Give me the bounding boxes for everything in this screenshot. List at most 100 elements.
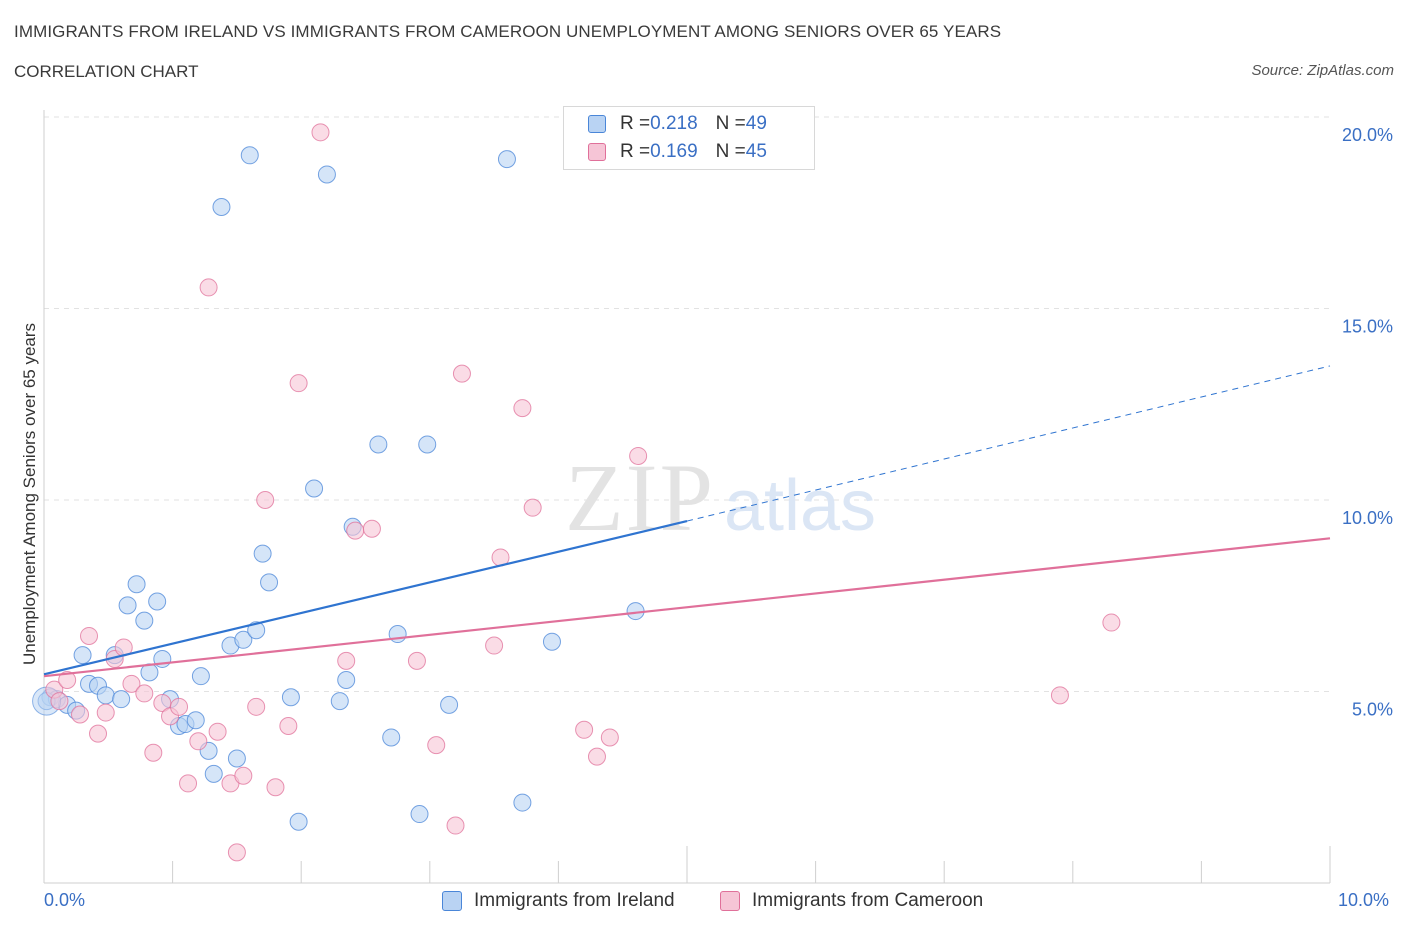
ireland-point-10: [118, 596, 137, 615]
cameroon-point-37: [523, 498, 542, 517]
cameroon-point-44: [311, 123, 330, 142]
ireland-point-31: [281, 688, 300, 707]
ireland-point-39: [382, 728, 401, 747]
cameroon-point-16: [189, 732, 208, 751]
watermark-atlas: atlas: [724, 466, 876, 546]
cameroon-point-40: [600, 728, 619, 747]
cameroon-point-36: [513, 399, 532, 418]
cameroon-point-20: [227, 843, 246, 862]
y-tick-label-3: 20.0%: [1342, 125, 1393, 145]
ireland-legend-swatch-icon: [442, 891, 462, 911]
ireland-point-30: [260, 573, 279, 592]
cameroon-point-42: [1050, 686, 1069, 705]
ireland-point-29: [253, 544, 272, 563]
cameroon-r-value: 0.169: [650, 141, 698, 162]
legend-item-ireland[interactable]: Immigrants from Ireland: [442, 890, 675, 912]
series-ireland-points: [32, 146, 645, 831]
cameroon-point-14: [170, 697, 189, 716]
ireland-point-20: [191, 667, 210, 686]
cameroon-point-27: [337, 651, 356, 670]
series-legend: Immigrants from Ireland Immigrants from …: [0, 888, 1406, 916]
ireland-point-42: [418, 435, 437, 454]
cameroon-point-5: [89, 724, 108, 743]
ireland-point-34: [317, 165, 336, 184]
cameroon-point-24: [266, 778, 285, 797]
ireland-point-23: [212, 198, 231, 217]
ireland-point-35: [330, 692, 349, 711]
ireland-trend-extension: [686, 365, 1331, 522]
ireland-point-33: [305, 479, 324, 498]
cameroon-point-18: [208, 722, 227, 741]
ireland-point-7: [96, 686, 115, 705]
source-label: Source: ZipAtlas.com: [1251, 62, 1394, 79]
ireland-point-28: [247, 621, 266, 640]
ireland-r-value: 0.218: [650, 113, 698, 134]
cameroon-point-38: [575, 720, 594, 739]
cameroon-point-39: [587, 747, 606, 766]
ireland-trend-line: [43, 519, 688, 676]
ireland-point-41: [410, 805, 429, 824]
legend-ireland-label: Immigrants from Ireland: [474, 890, 675, 911]
ireland-point-44: [497, 150, 516, 169]
ireland-point-11: [127, 575, 146, 594]
trend-lines: [43, 365, 1331, 678]
tick-labels: 5.0% 10.0% 15.0% 20.0%: [1342, 125, 1393, 720]
cameroon-point-17: [199, 278, 218, 297]
series-cameroon-points: [45, 123, 1121, 862]
legend-row-cameroon: R = 0.169 N = 45: [588, 139, 767, 165]
ireland-point-38: [369, 435, 388, 454]
axes: [43, 110, 1331, 884]
cameroon-point-6: [96, 703, 115, 722]
ireland-point-46: [542, 632, 561, 651]
ireland-n-value: 49: [745, 113, 767, 134]
cameroon-point-1: [50, 692, 69, 711]
cameroon-swatch-icon: [588, 143, 606, 161]
legend-item-cameroon[interactable]: Immigrants from Cameroon: [720, 890, 983, 912]
cameroon-point-30: [407, 651, 426, 670]
cameroon-point-31: [427, 736, 446, 755]
cameroon-trend-line: [43, 537, 1331, 678]
cameroon-legend-swatch-icon: [720, 891, 740, 911]
cameroon-point-25: [279, 716, 298, 735]
ireland-point-9: [112, 690, 131, 709]
y-tick-label-2: 15.0%: [1342, 317, 1393, 337]
ireland-point-25: [227, 749, 246, 768]
ireland-n-label: N =: [715, 113, 746, 134]
cameroon-point-21: [234, 766, 253, 785]
cameroon-point-33: [452, 364, 471, 383]
ireland-point-22: [204, 764, 223, 783]
cameroon-point-3: [71, 705, 90, 724]
ireland-point-12: [135, 611, 154, 630]
cameroon-point-32: [446, 816, 465, 835]
y-tick-label-1: 10.0%: [1342, 508, 1393, 528]
ireland-point-27: [240, 146, 259, 165]
legend-row-ireland: R = 0.218 N = 49: [588, 111, 767, 137]
ireland-point-19: [186, 711, 205, 730]
x-tick-label-max: 10.0%: [1338, 890, 1390, 910]
cameroon-point-28: [346, 521, 365, 540]
ireland-swatch-icon: [588, 115, 606, 133]
cameroon-n-value: 45: [745, 141, 767, 162]
cameroon-point-23: [256, 491, 275, 509]
cameroon-point-41: [629, 446, 648, 465]
watermark: ZIP atlas: [565, 444, 876, 551]
ireland-r-label: R =: [620, 113, 651, 134]
grid-lines: [44, 116, 1330, 692]
cameroon-point-9: [122, 674, 141, 693]
ireland-point-45: [513, 793, 532, 812]
ireland-point-36: [337, 671, 356, 690]
cameroon-r-label: R =: [620, 141, 651, 162]
ireland-point-32: [289, 812, 308, 831]
y-axis-label: Unemployment Among Seniors over 65 years: [20, 322, 39, 666]
chart-subtitle: CORRELATION CHART: [14, 62, 199, 81]
y-tick-label-0: 5.0%: [1352, 700, 1393, 720]
cameroon-point-29: [362, 519, 381, 538]
cameroon-point-10: [135, 684, 154, 703]
ireland-point-4: [73, 646, 92, 665]
cameroon-point-15: [179, 774, 198, 793]
cameroon-point-4: [80, 626, 99, 645]
cameroon-point-12: [153, 693, 172, 712]
correlation-legend: R = 0.218 N = 49 R = 0.169 N = 45: [563, 106, 815, 170]
ireland-point-43: [440, 695, 459, 714]
x-tick-label-min: 0.0%: [44, 890, 86, 910]
